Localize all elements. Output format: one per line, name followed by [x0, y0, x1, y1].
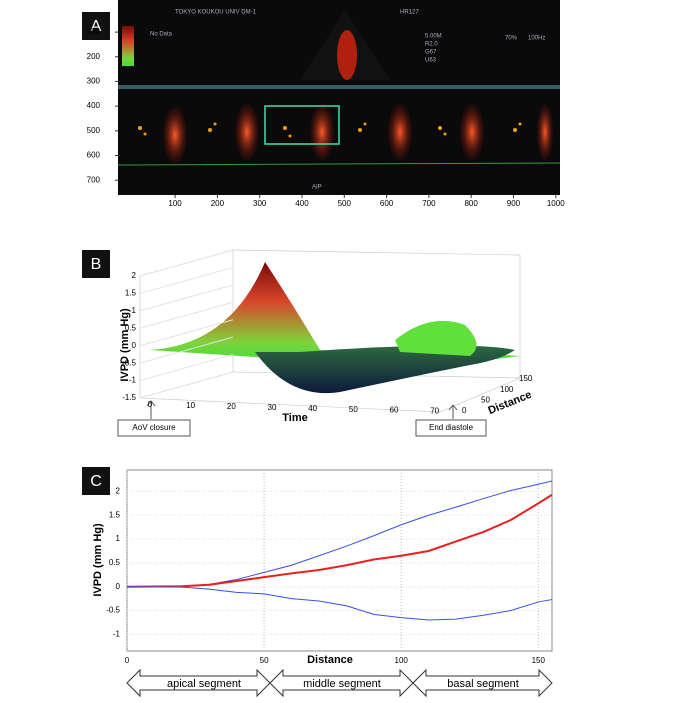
y-tick-label: 0 [116, 582, 121, 591]
annotation: End diastole [429, 423, 474, 432]
x-tick-label: 40 [308, 404, 317, 413]
panel-label: C [90, 473, 102, 490]
annotation-box [415, 419, 487, 437]
y-tick-label: 0.5 [109, 558, 121, 567]
y-tick-label: 500 [87, 126, 101, 135]
y-tick-label: -1.5 [122, 393, 136, 402]
surface [150, 262, 520, 394]
y-tick-label: 1 [132, 306, 137, 315]
x-tick-label: 70 [430, 407, 439, 416]
y-tick-label: 200 [87, 52, 101, 61]
x-tick-label: 700 [422, 199, 436, 208]
image-text: 100Hz [528, 36, 545, 42]
y-tick-label: 1.5 [109, 510, 121, 519]
grid-line [139, 354, 234, 382]
series-line [126, 493, 553, 588]
panel-label-box [82, 250, 110, 278]
annotation-box [117, 419, 191, 437]
y-tick-label: 400 [87, 101, 101, 110]
panel-label-box [82, 12, 110, 40]
x-tick-label: 30 [268, 403, 277, 412]
grid-line [139, 371, 234, 399]
image-text: 70% [505, 36, 518, 42]
y-tick-label: -1 [113, 629, 121, 638]
segment-arrows [126, 668, 553, 698]
x-tick-label: 600 [380, 199, 394, 208]
x-tick-label: 20 [227, 402, 236, 411]
y-tick-label: 0 [132, 341, 137, 350]
segment-label: basal segment [447, 678, 519, 690]
x-tick-label: 150 [532, 656, 546, 665]
y-tick-label: 2 [116, 487, 121, 496]
y-tick-label: 300 [87, 77, 101, 86]
z-tick-label: 150 [519, 374, 533, 383]
x-axis-title: Distance [307, 654, 353, 666]
series-line [126, 480, 553, 588]
y-tick-label: 1 [116, 534, 121, 543]
y-tick-label: 600 [87, 151, 101, 160]
x-tick-label: 0 [125, 656, 130, 665]
ultrasound-image [117, 0, 561, 195]
annotation-arrow [448, 404, 458, 419]
grid-line [139, 284, 234, 312]
x-tick-label: 500 [338, 199, 352, 208]
x-tick-label: 300 [253, 199, 267, 208]
x-tick-label: 50 [349, 405, 358, 414]
x-tick-label: 60 [390, 406, 399, 415]
y-tick-label: 0.5 [125, 323, 137, 332]
y-tick-label: 100 [87, 27, 101, 36]
panel-label-box [82, 467, 110, 495]
x-tick-label: 800 [464, 199, 478, 208]
z-tick-label: 100 [500, 385, 514, 394]
annotation: AoV closure [132, 423, 176, 432]
y-tick-label: 1.5 [125, 289, 137, 298]
image-text: 5.00M [425, 34, 442, 40]
z-tick-label: 0 [462, 406, 467, 415]
panel-label: B [91, 256, 102, 273]
image-text: U63 [425, 58, 437, 64]
y-tick-label: -0.5 [122, 358, 136, 367]
x-tick-label: 50 [260, 656, 269, 665]
series-line [126, 586, 553, 621]
image-text: R2.0 [425, 42, 438, 48]
x-tick-label: 100 [395, 656, 409, 665]
grid-line [139, 301, 234, 329]
x-tick-label: 1000 [547, 199, 565, 208]
y-axis-title: IVPD (mm Hg) [119, 308, 131, 382]
segment-label: middle segment [303, 678, 381, 690]
y-tick-label: -1 [129, 376, 137, 385]
x-tick-label: 200 [211, 199, 225, 208]
x-tick-label: 10 [186, 401, 195, 410]
grid-line [139, 319, 234, 347]
panel-label: A [91, 18, 102, 35]
annotation-arrow [146, 400, 156, 419]
y-tick-label: -0.5 [106, 606, 120, 615]
x-tick-label: 100 [168, 199, 182, 208]
segment-label: apical segment [167, 678, 241, 690]
image-text: TOKYO KOUKOU UNIV DM-1 [175, 10, 257, 16]
grid-line [139, 336, 234, 364]
y-axis-title: IVPD (mm Hg) [92, 523, 104, 597]
z-tick-label: 50 [481, 395, 490, 404]
image-text: G67 [425, 50, 437, 56]
image-text: HR127 [400, 10, 419, 16]
x-axis-title: Time [282, 412, 307, 424]
grid-line [139, 249, 234, 277]
x-tick-label: 900 [507, 199, 521, 208]
y-tick-label: 2 [132, 271, 137, 280]
image-text: AIP [312, 185, 322, 191]
x-tick-label: 400 [295, 199, 309, 208]
x-tick-label: 0 [148, 400, 153, 409]
image-text: No Data [150, 32, 173, 38]
y-tick-label: 700 [87, 175, 101, 184]
grid-line [139, 266, 234, 294]
